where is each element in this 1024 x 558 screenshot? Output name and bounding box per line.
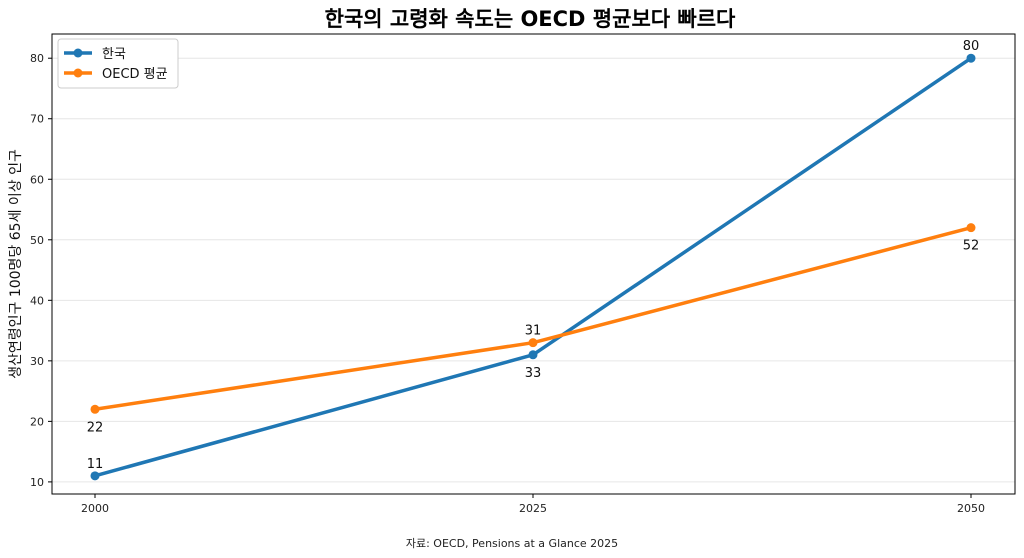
series-line <box>94 56 972 478</box>
legend-label: OECD 평균 <box>102 67 168 82</box>
source-note: 자료: OECD, Pensions at a Glance 2025 <box>406 537 618 550</box>
y-tick-label: 40 <box>30 294 44 307</box>
x-axis: 2000 2025 2050 <box>81 494 985 515</box>
data-point <box>528 338 538 348</box>
series-layer: 11 33 80 22 31 52 <box>87 39 980 481</box>
y-axis-label: 생산연령인구 100명당 65세 이상 인구 <box>8 149 24 379</box>
legend: 한국 OECD 평균 <box>57 38 179 89</box>
y-tick-label: 70 <box>30 113 44 126</box>
data-point <box>90 471 100 481</box>
data-point <box>90 404 100 414</box>
x-tick-label: 2050 <box>957 502 985 515</box>
y-tick-label: 50 <box>30 234 44 247</box>
y-tick-label: 80 <box>30 52 44 65</box>
data-label: 22 <box>87 420 104 435</box>
y-tick-label: 30 <box>30 355 44 368</box>
legend-marker <box>73 68 83 78</box>
legend-marker <box>73 48 83 58</box>
data-point <box>966 223 976 233</box>
y-tick-label: 60 <box>30 173 44 186</box>
data-label: 80 <box>963 39 980 54</box>
series-line <box>94 225 972 411</box>
data-label: 11 <box>87 457 104 472</box>
legend-label: 한국 <box>102 47 126 62</box>
data-label: 31 <box>525 324 542 339</box>
y-tick-label: 10 <box>30 476 44 489</box>
data-label: 52 <box>963 239 980 254</box>
grid <box>52 57 1015 483</box>
data-point <box>528 350 538 360</box>
chart-title: 한국의 고령화 속도는 OECD 평균보다 빠르다 <box>325 7 736 31</box>
plot-frame <box>51 33 1016 495</box>
y-axis: 10 20 30 40 50 60 70 80 <box>30 52 52 489</box>
data-label: 33 <box>525 366 542 381</box>
x-tick-label: 2025 <box>519 502 547 515</box>
data-point <box>966 53 976 63</box>
y-tick-label: 20 <box>30 415 44 428</box>
x-tick-label: 2000 <box>81 502 109 515</box>
